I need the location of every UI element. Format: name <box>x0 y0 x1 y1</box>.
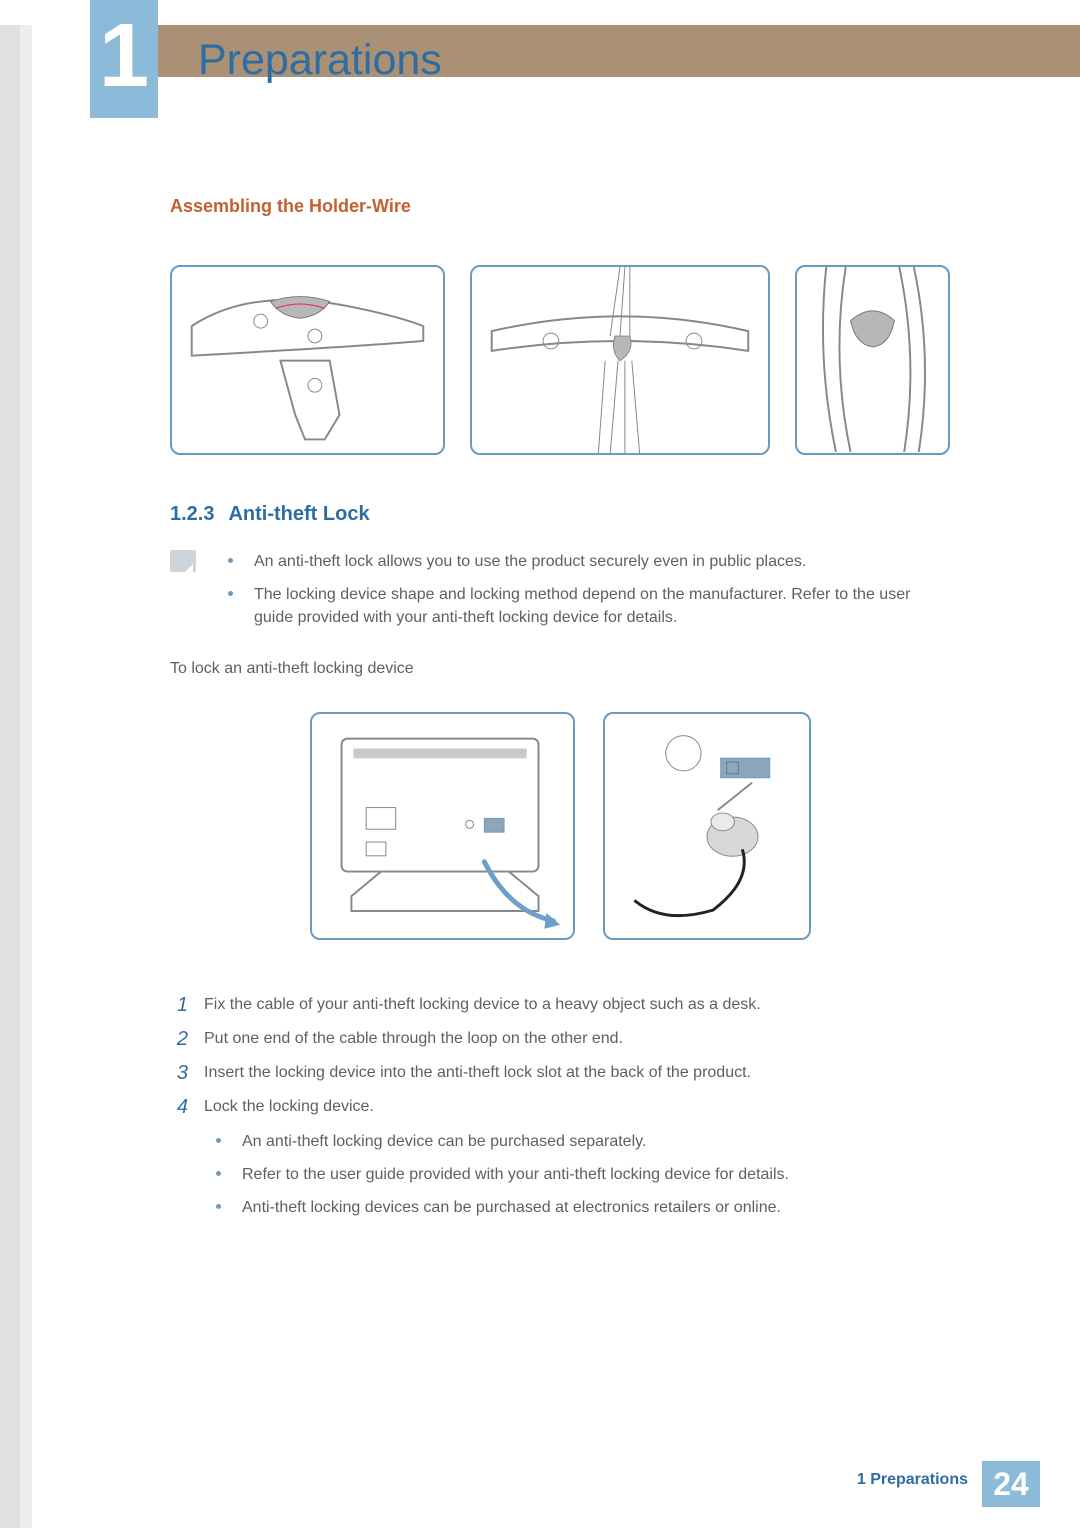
left-sidebar-stripes <box>0 0 90 1527</box>
page-content: Assembling the Holder-Wire <box>170 196 950 1229</box>
sub-bullet-item: Anti-theft locking devices can be purcha… <box>216 1196 950 1219</box>
step-item: 3 Insert the locking device into the ant… <box>170 1062 950 1084</box>
sub-bullets: An anti-theft locking device can be purc… <box>216 1130 950 1220</box>
figure-lock-overview <box>310 712 575 940</box>
section-number: 1.2.3 <box>170 503 214 525</box>
note-block: An anti-theft lock allows you to use the… <box>170 550 950 640</box>
step-text: Fix the cable of your anti-theft locking… <box>204 994 761 1014</box>
footer-label: 1 Preparations <box>857 1461 982 1507</box>
step-number: 4 <box>170 1096 188 1118</box>
steps-list: 1 Fix the cable of your anti-theft locki… <box>170 994 950 1118</box>
note-icon <box>170 550 196 572</box>
chapter-number: 1 <box>99 6 149 106</box>
step-item: 1 Fix the cable of your anti-theft locki… <box>170 994 950 1016</box>
step-number: 2 <box>170 1028 188 1050</box>
figure-lock-closeup <box>603 712 811 940</box>
step-item: 2 Put one end of the cable through the l… <box>170 1028 950 1050</box>
step-number: 3 <box>170 1062 188 1084</box>
step-text: Lock the locking device. <box>204 1096 374 1116</box>
figure-holder-wire-2 <box>470 265 770 455</box>
chapter-number-box: 1 <box>90 0 158 118</box>
note-bullets: An anti-theft lock allows you to use the… <box>228 550 950 640</box>
step-item: 4 Lock the locking device. <box>170 1096 950 1118</box>
page-footer: 1 Preparations 24 <box>857 1461 1040 1507</box>
sub-bullet-item: Refer to the user guide provided with yo… <box>216 1163 950 1186</box>
section-heading-antitheft: 1.2.3 Anti-theft Lock <box>170 503 950 526</box>
step-text: Put one end of the cable through the loo… <box>204 1028 623 1048</box>
sub-bullet-item: An anti-theft locking device can be purc… <box>216 1130 950 1153</box>
figure-row-1 <box>170 265 950 455</box>
lead-text: To lock an anti-theft locking device <box>170 660 950 678</box>
subheading-assembling: Assembling the Holder-Wire <box>170 196 950 217</box>
section-title: Anti-theft Lock <box>228 503 369 525</box>
step-text: Insert the locking device into the anti-… <box>204 1062 751 1082</box>
chapter-title: Preparations <box>198 36 442 85</box>
figure-holder-wire-3 <box>795 265 950 455</box>
figure-holder-wire-1 <box>170 265 445 455</box>
figure-row-2 <box>170 712 950 940</box>
step-number: 1 <box>170 994 188 1016</box>
page-number: 24 <box>982 1461 1040 1507</box>
note-item: An anti-theft lock allows you to use the… <box>228 550 950 573</box>
note-item: The locking device shape and locking met… <box>228 583 950 629</box>
